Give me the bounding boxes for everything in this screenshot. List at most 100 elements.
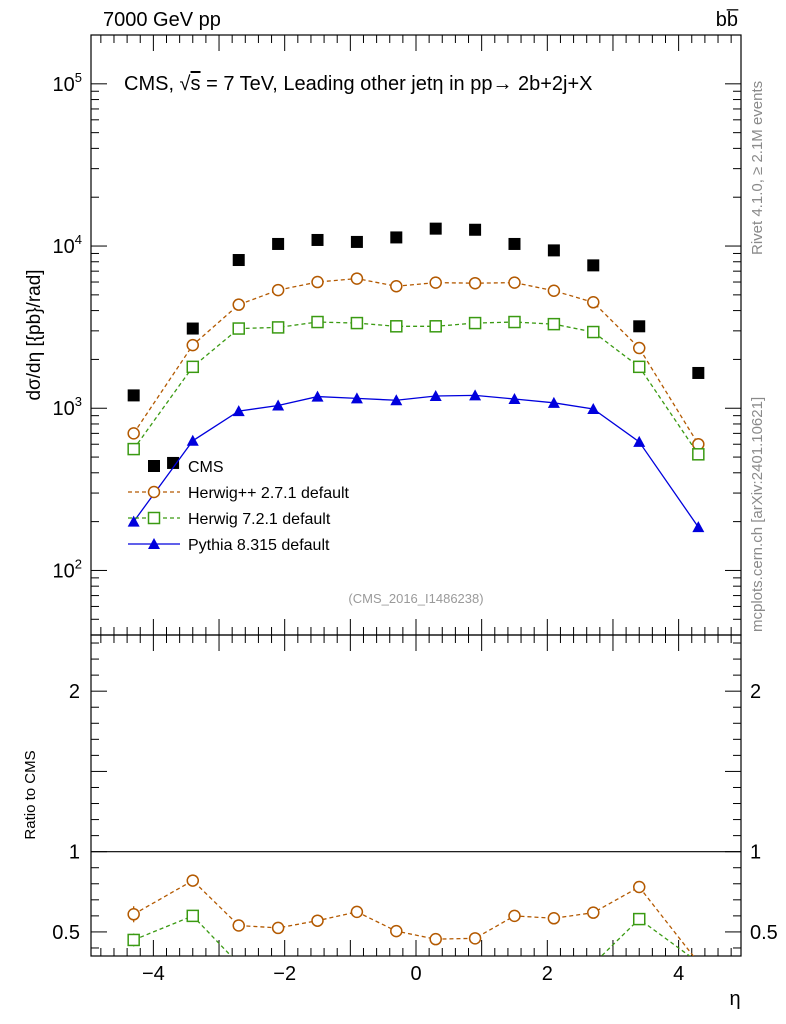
data-point [429,222,442,235]
process-label: bb̅ [716,8,739,31]
data-point [351,959,362,970]
data-point [271,921,285,935]
data-point [429,276,442,289]
data-point [147,511,161,525]
data-point [350,392,363,404]
energy-label: 7000 GeV pp [103,9,221,31]
data-point [127,908,140,921]
ratio-series-herwig-2-7-1-default [127,874,704,968]
legend-label: Herwig 7.2.1 default [188,511,331,528]
data-point [391,959,402,970]
data-point [186,360,200,374]
data-point [232,298,245,311]
data-point [311,914,324,927]
main-series [127,222,705,533]
data-point [693,957,704,968]
data-point [692,521,705,533]
data-point [350,272,364,285]
legend-label: Pythia 8.315 default [188,537,330,554]
data-point [271,283,285,297]
data-point [186,338,200,352]
ratio-series-line [133,915,691,956]
data-point [350,316,364,330]
ratio-y-tick-label: 1 [69,842,80,864]
plot-title: CMS, √s = 7 TeV, Leading other jetη in p… [124,73,593,95]
analysis-id-annotation: (CMS_2016_I1486238) [348,591,483,606]
data-point [186,322,199,335]
x-tick-label: 2 [542,963,553,985]
data-point [633,435,646,447]
data-point [311,315,324,329]
data-point [508,393,521,405]
data-point [127,389,140,402]
data-point [547,284,561,298]
y-tick-label: 105 [53,70,82,96]
mcplots-source-label: mcplots.cern.ch [arXiv:2401.10621] [749,397,766,632]
data-point [508,276,521,289]
y-tick-label: 104 [53,232,82,258]
data-point [508,237,521,250]
data-point [233,959,244,970]
data-point [692,448,705,461]
ratio-y-tick-label-right: 2 [750,681,761,703]
ratio-y-tick-label: 0.5 [52,922,80,944]
data-point [547,244,560,257]
data-point [127,515,140,527]
data-point [469,223,482,236]
data-point [468,932,482,945]
data-point [632,912,646,926]
data-point [127,933,140,947]
data-point [350,905,364,919]
ratio-plot-frame [90,634,742,957]
x-axis-label: η [729,988,740,1010]
data-point [186,874,200,887]
ratio-y-tick-label: 2 [69,681,80,703]
data-point [232,919,245,932]
data-point [508,315,521,329]
data-point [311,233,324,246]
data-point [390,924,403,938]
data-point [469,389,482,401]
data-point [547,912,561,925]
data-point [547,396,560,408]
ratio-axis-ticks [91,635,741,956]
data-point [587,325,600,339]
ratio-panel: 0.5 0.5 1 1 2 2 −4 −2 0 2 4 Ratio to CMS η [22,634,778,1010]
main-axis-ticks [91,34,741,636]
data-point [547,317,561,331]
data-point [312,959,323,970]
data-point [587,906,600,919]
main-panel: 102 103 104 105 CMS, √s = 7 TeV, Leading ot… [24,34,742,636]
data-point [148,538,160,549]
series-pythia-8-315-default [127,389,705,533]
legend-entry: Herwig++ 2.7.1 default [128,485,350,502]
ratio-y-tick-label-right: 0.5 [750,922,778,944]
legend-entry: Pythia 8.315 default [128,537,330,554]
data-point [509,959,520,970]
data-point [632,880,646,894]
legend: CMS Herwig++ 2.7.1 default Herwig 7.2.1 de… [128,459,350,554]
x-tick-label: −2 [273,963,296,985]
data-point [632,360,646,374]
data-point [186,909,200,923]
data-point [429,932,442,946]
x-tick-label: 0 [410,963,421,985]
data-point [311,390,324,402]
data-point [587,402,600,414]
main-y-tick-labels: 102 103 104 105 [53,70,82,583]
data-point [148,460,160,472]
data-point [430,959,441,970]
data-point [587,296,600,309]
data-point [167,456,180,469]
legend-label: CMS [188,459,224,476]
ratio-y-tick-label-right: 1 [750,842,761,864]
data-point [390,320,403,333]
data-point [468,316,482,330]
legend-entry: CMS [148,459,224,476]
series-line [133,277,699,445]
ratio-series [127,874,704,970]
series-line [133,321,699,455]
data-point [272,237,285,250]
data-point [127,442,140,456]
series-cms [127,222,705,469]
